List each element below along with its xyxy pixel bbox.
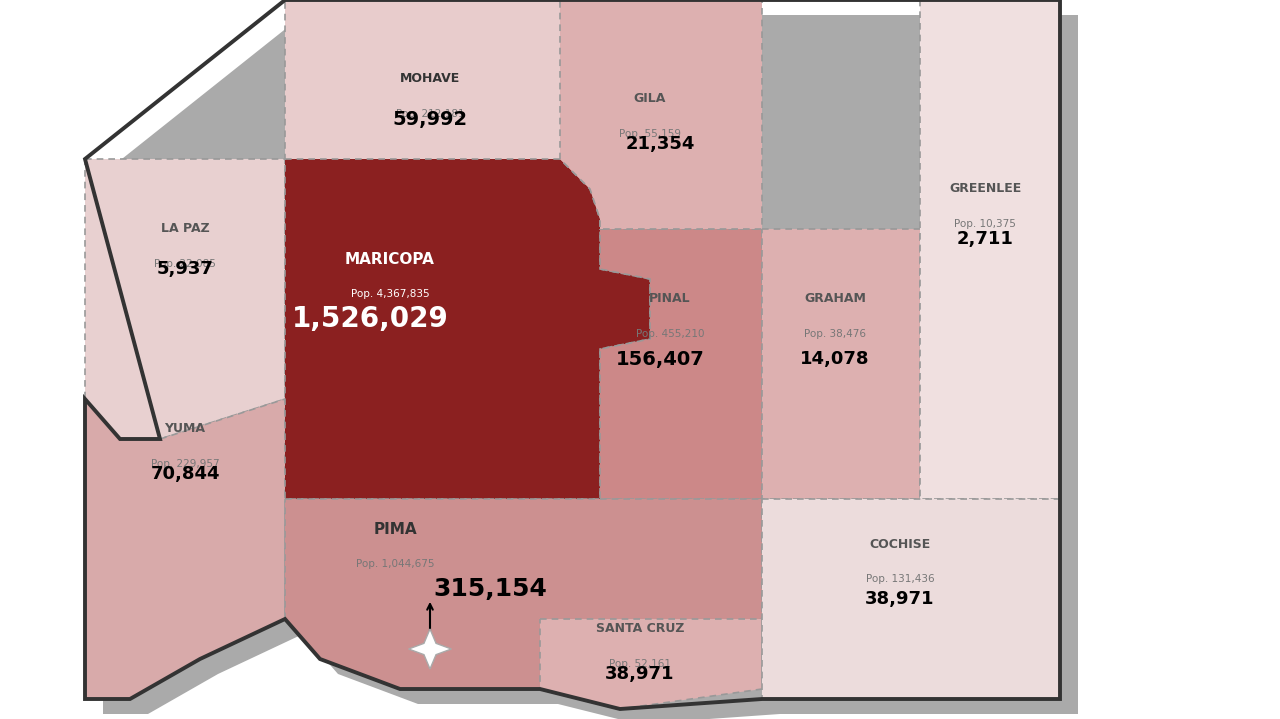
Text: Pop. 52,161: Pop. 52,161 (609, 659, 671, 669)
Text: 70,844: 70,844 (150, 465, 220, 483)
Polygon shape (84, 159, 285, 439)
Polygon shape (102, 15, 1078, 719)
Text: Pop. 1,044,675: Pop. 1,044,675 (356, 559, 434, 569)
Text: 38,971: 38,971 (605, 665, 675, 683)
Text: Pop. 229,957: Pop. 229,957 (151, 459, 219, 469)
Polygon shape (920, 0, 1060, 499)
Text: Pop. 22,085: Pop. 22,085 (154, 259, 216, 269)
Text: Pop. 4,367,835: Pop. 4,367,835 (351, 289, 429, 299)
Polygon shape (408, 629, 452, 669)
Text: PINAL: PINAL (649, 293, 691, 306)
Text: 315,154: 315,154 (433, 577, 547, 601)
Text: SANTA CRUZ: SANTA CRUZ (595, 623, 685, 636)
Text: Pop. 55,159: Pop. 55,159 (620, 129, 681, 139)
Polygon shape (540, 619, 762, 709)
Text: Pop. 212,181: Pop. 212,181 (396, 109, 465, 119)
Text: 2,711: 2,711 (956, 230, 1014, 248)
Text: 1,526,029: 1,526,029 (292, 305, 448, 333)
Text: 38,971: 38,971 (865, 590, 934, 608)
Text: Pop. 10,375: Pop. 10,375 (954, 219, 1016, 229)
Polygon shape (561, 0, 762, 229)
Polygon shape (285, 0, 600, 229)
Text: GILA: GILA (634, 93, 666, 106)
Polygon shape (84, 399, 285, 699)
Text: MARICOPA: MARICOPA (346, 252, 435, 267)
Polygon shape (762, 499, 1060, 699)
Text: 5,937: 5,937 (156, 260, 214, 278)
Text: COCHISE: COCHISE (869, 538, 931, 551)
Text: LA PAZ: LA PAZ (160, 222, 210, 236)
Text: 21,354: 21,354 (626, 135, 695, 153)
Polygon shape (600, 229, 762, 499)
Polygon shape (285, 159, 650, 499)
Text: PIMA: PIMA (374, 521, 417, 536)
Text: Pop. 455,210: Pop. 455,210 (636, 329, 704, 339)
Text: 14,078: 14,078 (800, 350, 869, 368)
Polygon shape (762, 229, 920, 499)
Text: YUMA: YUMA (165, 423, 206, 436)
Text: Pop. 38,476: Pop. 38,476 (804, 329, 867, 339)
Text: Pop. 131,436: Pop. 131,436 (865, 574, 934, 584)
Text: GRAHAM: GRAHAM (804, 293, 867, 306)
Text: GREENLEE: GREENLEE (948, 183, 1021, 196)
Text: 59,992: 59,992 (393, 109, 467, 129)
Text: MOHAVE: MOHAVE (399, 73, 460, 86)
Text: 156,407: 156,407 (616, 349, 704, 369)
Polygon shape (285, 499, 762, 689)
